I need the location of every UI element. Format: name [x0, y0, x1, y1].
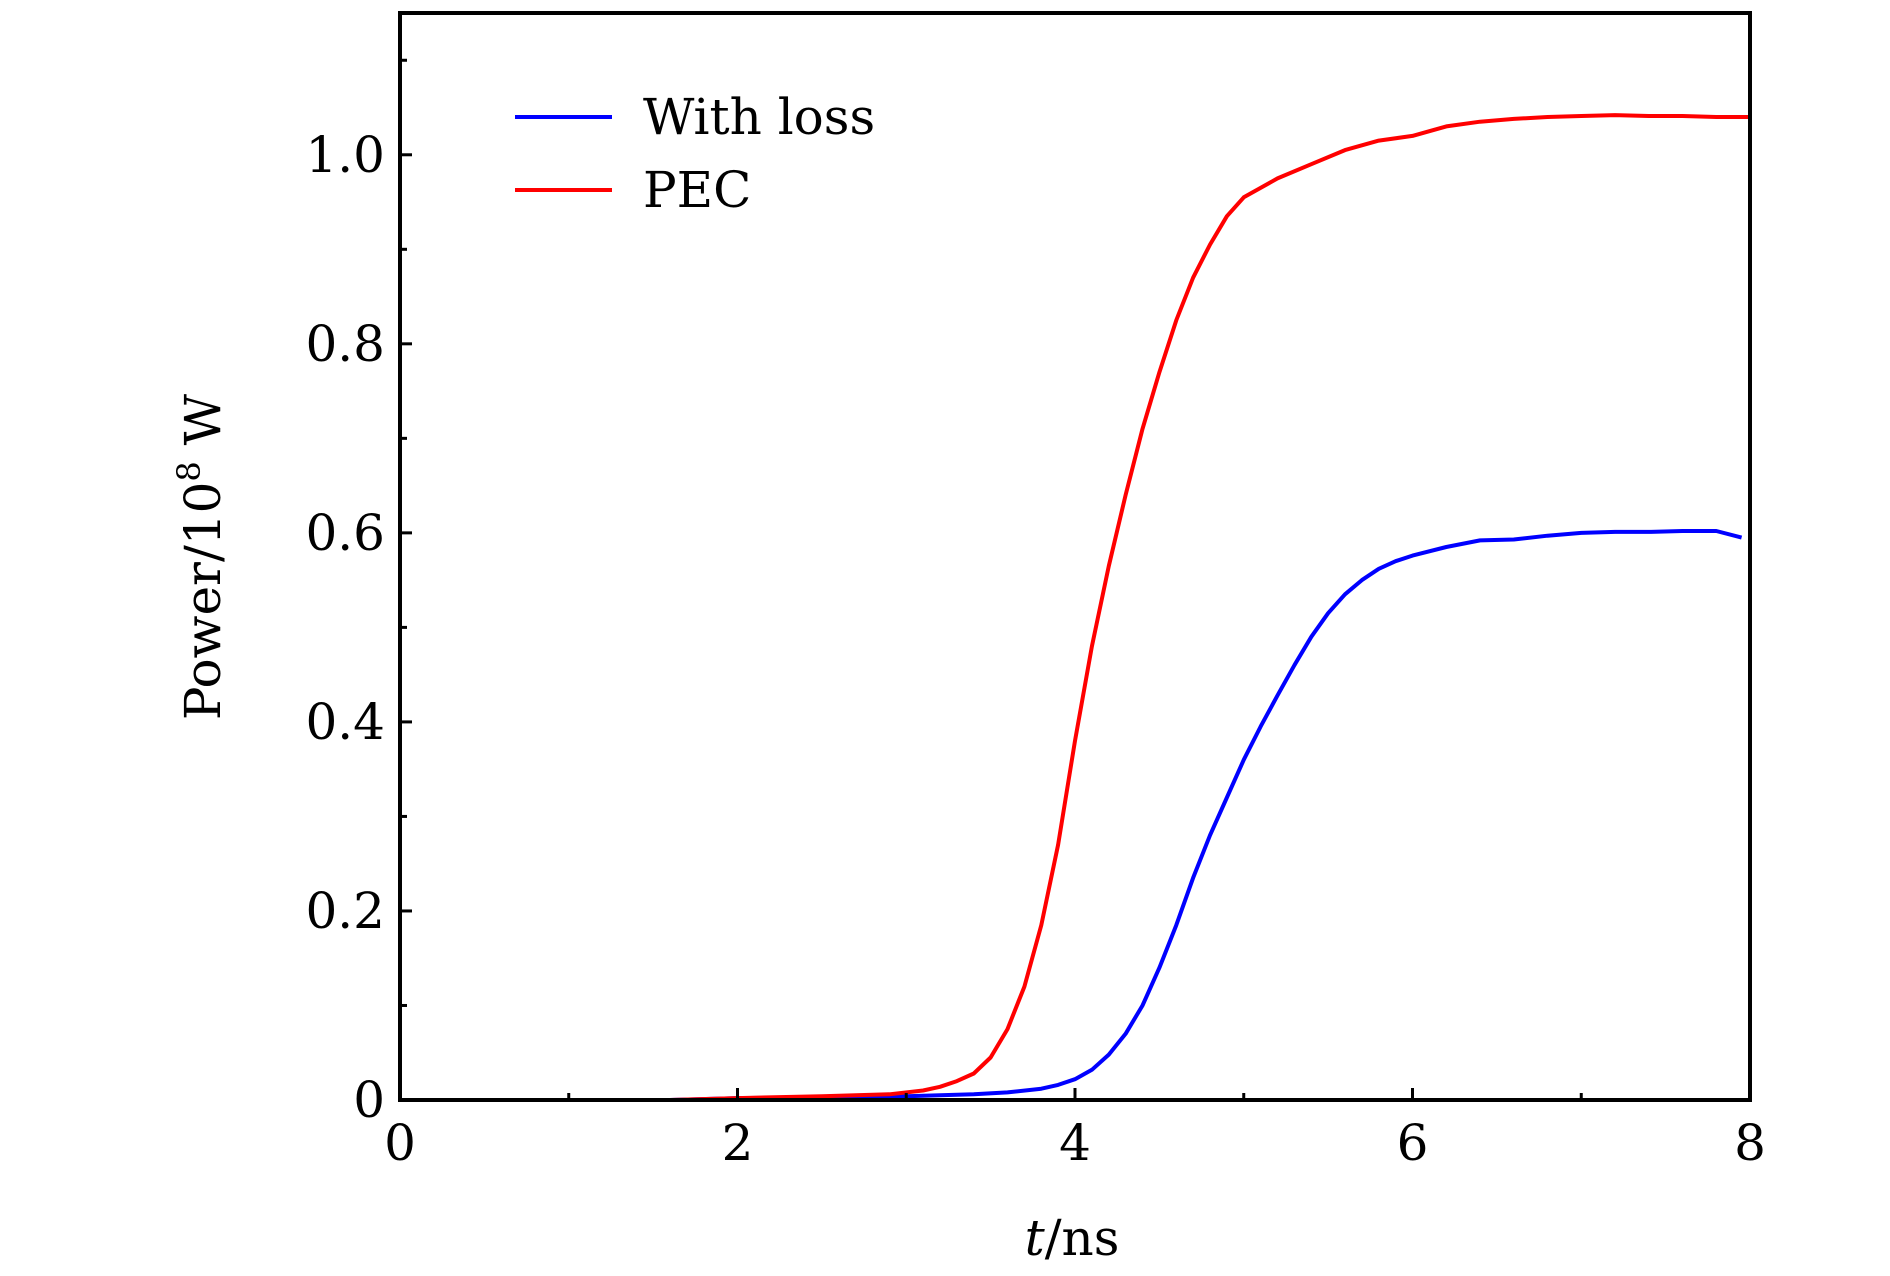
y-tick-label: 0.6: [305, 504, 385, 562]
series-line-pec: [669, 113, 1750, 1102]
y-tick-label: 0.8: [305, 315, 385, 373]
y-tick-label: 0.4: [305, 693, 385, 751]
y-tick-label: 1.0: [305, 126, 385, 184]
legend: With loss PEC: [515, 88, 875, 219]
x-tick-label: 8: [1734, 1114, 1766, 1172]
plot-frame: [398, 11, 1752, 1102]
ticks-layer: 0 2 4 6 8 0 0.2 0.4 0.6 0.8 1.0: [305, 58, 1766, 1172]
y-tick-label: 0: [353, 1071, 385, 1129]
legend-label-pec: PEC: [643, 161, 751, 219]
x-tick-label: 2: [722, 1114, 754, 1172]
x-axis-title: t/ns: [1025, 1209, 1120, 1267]
legend-label-with-loss: With loss: [643, 88, 875, 146]
x-tick-label: 4: [1059, 1114, 1091, 1172]
series-layer: [669, 113, 1750, 1102]
x-tick-label: 6: [1397, 1114, 1429, 1172]
y-axis-title: Power/108 W: [170, 393, 232, 720]
x-tick-label: 0: [384, 1114, 416, 1172]
series-line-with-loss: [669, 529, 1743, 1102]
y-tick-label: 0.2: [305, 882, 385, 940]
